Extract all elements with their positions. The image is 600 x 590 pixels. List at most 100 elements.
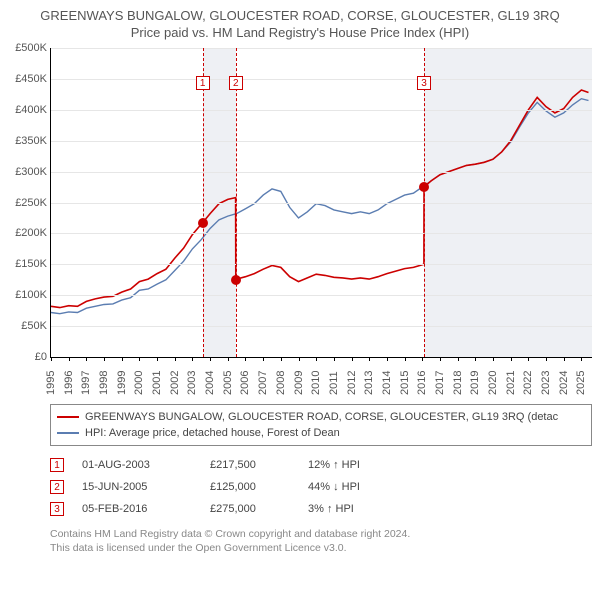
grid-line — [51, 264, 592, 265]
x-tick — [511, 357, 512, 361]
legend-swatch-hpi — [57, 432, 79, 434]
event-price: £125,000 — [210, 481, 290, 493]
x-tick — [157, 357, 158, 361]
x-axis-label: 2003 — [186, 371, 198, 395]
grid-line — [51, 110, 592, 111]
y-axis-label: £500K — [15, 42, 51, 54]
x-axis-label: 2008 — [275, 371, 287, 395]
x-tick — [528, 357, 529, 361]
x-tick — [387, 357, 388, 361]
events-table: 101-AUG-2003£217,50012% ↑ HPI215-JUN-200… — [50, 454, 592, 520]
y-axis-label: £100K — [15, 289, 51, 301]
x-tick — [316, 357, 317, 361]
page-root: GREENWAYS BUNGALOW, GLOUCESTER ROAD, COR… — [0, 0, 600, 590]
x-tick — [405, 357, 406, 361]
x-tick — [581, 357, 582, 361]
marker-box: 2 — [229, 76, 243, 90]
footer-line2: This data is licensed under the Open Gov… — [50, 542, 592, 556]
event-box: 1 — [50, 458, 64, 472]
marker-box: 1 — [196, 76, 210, 90]
x-tick — [86, 357, 87, 361]
event-row: 305-FEB-2016£275,0003% ↑ HPI — [50, 498, 592, 520]
y-axis-label: £350K — [15, 135, 51, 147]
footer-line1: Contains HM Land Registry data © Crown c… — [50, 528, 592, 542]
x-axis-label: 2006 — [239, 371, 251, 395]
grid-line — [51, 48, 592, 49]
x-tick — [546, 357, 547, 361]
x-axis-label: 1999 — [116, 371, 128, 395]
x-tick — [51, 357, 52, 361]
x-axis-label: 2000 — [133, 371, 145, 395]
x-axis-label: 2011 — [328, 371, 340, 395]
y-axis-label: £450K — [15, 73, 51, 85]
marker-box: 3 — [417, 76, 431, 90]
event-price: £217,500 — [210, 459, 290, 471]
x-axis-label: 1995 — [45, 371, 57, 395]
marker-line — [424, 48, 425, 357]
x-axis-label: 2005 — [222, 371, 234, 395]
x-axis-label: 2014 — [381, 371, 393, 395]
marker-line — [203, 48, 204, 357]
event-delta: 12% ↑ HPI — [308, 459, 418, 471]
x-axis-label: 2016 — [416, 371, 428, 395]
x-tick — [458, 357, 459, 361]
y-axis-label: £300K — [15, 166, 51, 178]
x-tick — [564, 357, 565, 361]
x-axis-label: 2023 — [540, 371, 552, 395]
x-tick — [104, 357, 105, 361]
x-axis-label: 1997 — [80, 371, 92, 395]
series-hpi — [51, 99, 589, 314]
x-axis-label: 2007 — [257, 371, 269, 395]
x-tick — [440, 357, 441, 361]
y-axis-label: £0 — [35, 351, 51, 363]
legend-label-hpi: HPI: Average price, detached house, Fore… — [85, 427, 340, 439]
grid-line — [51, 233, 592, 234]
y-axis-label: £200K — [15, 227, 51, 239]
chart-area: £0£50K£100K£150K£200K£250K£300K£350K£400… — [50, 48, 592, 398]
title-subtitle: Price paid vs. HM Land Registry's House … — [4, 25, 596, 40]
plot: £0£50K£100K£150K£200K£250K£300K£350K£400… — [50, 48, 592, 358]
x-tick — [192, 357, 193, 361]
x-axis-label: 2019 — [469, 371, 481, 395]
title-block: GREENWAYS BUNGALOW, GLOUCESTER ROAD, COR… — [0, 0, 600, 44]
x-axis-label: 2025 — [575, 371, 587, 395]
grid-line — [51, 172, 592, 173]
x-tick — [493, 357, 494, 361]
x-axis-label: 2024 — [558, 371, 570, 395]
x-axis-label: 2009 — [293, 371, 305, 395]
y-axis-label: £150K — [15, 258, 51, 270]
x-axis-label: 2012 — [346, 371, 358, 395]
x-tick — [139, 357, 140, 361]
x-axis-label: 2020 — [487, 371, 499, 395]
x-axis-label: 2017 — [434, 371, 446, 395]
x-axis-label: 2022 — [522, 371, 534, 395]
marker-dot — [419, 182, 429, 192]
x-axis-label: 2013 — [363, 371, 375, 395]
grid-line — [51, 79, 592, 80]
x-axis-label: 1996 — [63, 371, 75, 395]
marker-dot — [231, 275, 241, 285]
marker-line — [236, 48, 237, 357]
x-tick — [175, 357, 176, 361]
event-row: 1 01-AUG-2003 £217,500 12% ↑ HPI — [50, 454, 592, 476]
x-tick — [422, 357, 423, 361]
x-tick — [210, 357, 211, 361]
x-tick — [369, 357, 370, 361]
event-row: 215-JUN-2005£125,00044% ↓ HPI — [50, 476, 592, 498]
event-price: £275,000 — [210, 503, 290, 515]
title-address: GREENWAYS BUNGALOW, GLOUCESTER ROAD, COR… — [4, 8, 596, 23]
x-axis-label: 2021 — [505, 371, 517, 395]
legend-swatch-property — [57, 416, 79, 418]
x-tick — [334, 357, 335, 361]
x-tick — [281, 357, 282, 361]
legend-row-property: GREENWAYS BUNGALOW, GLOUCESTER ROAD, COR… — [57, 409, 585, 425]
y-axis-label: £400K — [15, 104, 51, 116]
grid-line — [51, 295, 592, 296]
event-date: 01-AUG-2003 — [82, 459, 192, 471]
legend: GREENWAYS BUNGALOW, GLOUCESTER ROAD, COR… — [50, 404, 592, 446]
x-axis-label: 2001 — [151, 371, 163, 395]
event-date: 15-JUN-2005 — [82, 481, 192, 493]
x-axis-label: 2010 — [310, 371, 322, 395]
x-tick — [122, 357, 123, 361]
legend-row-hpi: HPI: Average price, detached house, Fore… — [57, 425, 585, 441]
